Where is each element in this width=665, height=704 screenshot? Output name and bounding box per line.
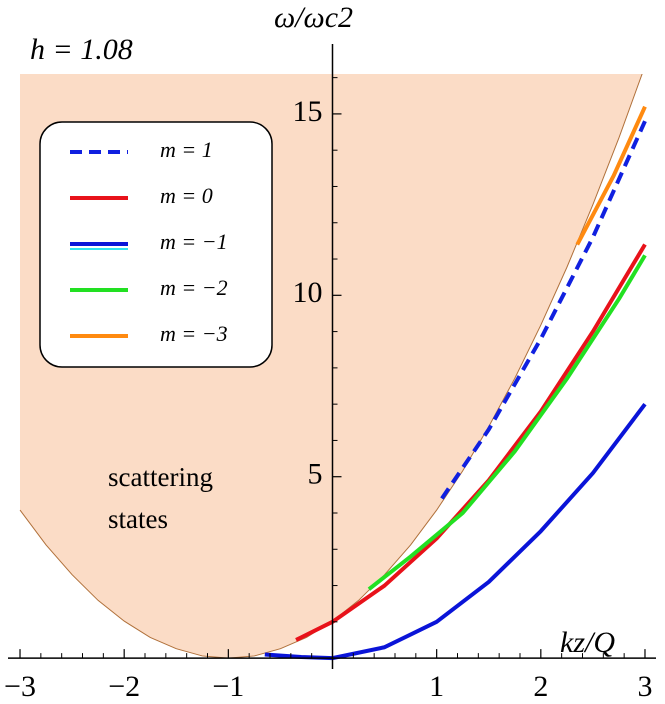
- legend-label: m = 0: [160, 183, 213, 208]
- y-tick-label: 10: [293, 276, 323, 309]
- x-axis-label: kz/Q: [560, 626, 615, 659]
- legend-label: m = 1: [160, 137, 213, 162]
- y-axis-label: ω/ωc2: [274, 1, 353, 34]
- x-tick-label: −3: [4, 670, 36, 703]
- curve: [575, 105, 647, 246]
- x-tick-label: 1: [429, 670, 444, 703]
- legend-label: m = −3: [160, 321, 228, 346]
- annotation: h = 1.08: [30, 33, 133, 66]
- curve: [440, 120, 647, 500]
- x-tick-label: 2: [533, 670, 548, 703]
- curve: [367, 254, 647, 591]
- curve: [295, 243, 647, 642]
- annotation: scattering: [108, 462, 213, 492]
- legend-label: m = −1: [160, 229, 228, 254]
- annotation: states: [108, 504, 168, 534]
- y-tick-label: 5: [308, 458, 323, 491]
- legend-label: m = −2: [160, 275, 228, 300]
- x-tick-label: 3: [637, 670, 652, 703]
- x-tick-label: −2: [108, 670, 140, 703]
- y-tick-label: 15: [293, 95, 323, 128]
- x-tick-label: −1: [212, 670, 244, 703]
- legend-box: [39, 121, 273, 368]
